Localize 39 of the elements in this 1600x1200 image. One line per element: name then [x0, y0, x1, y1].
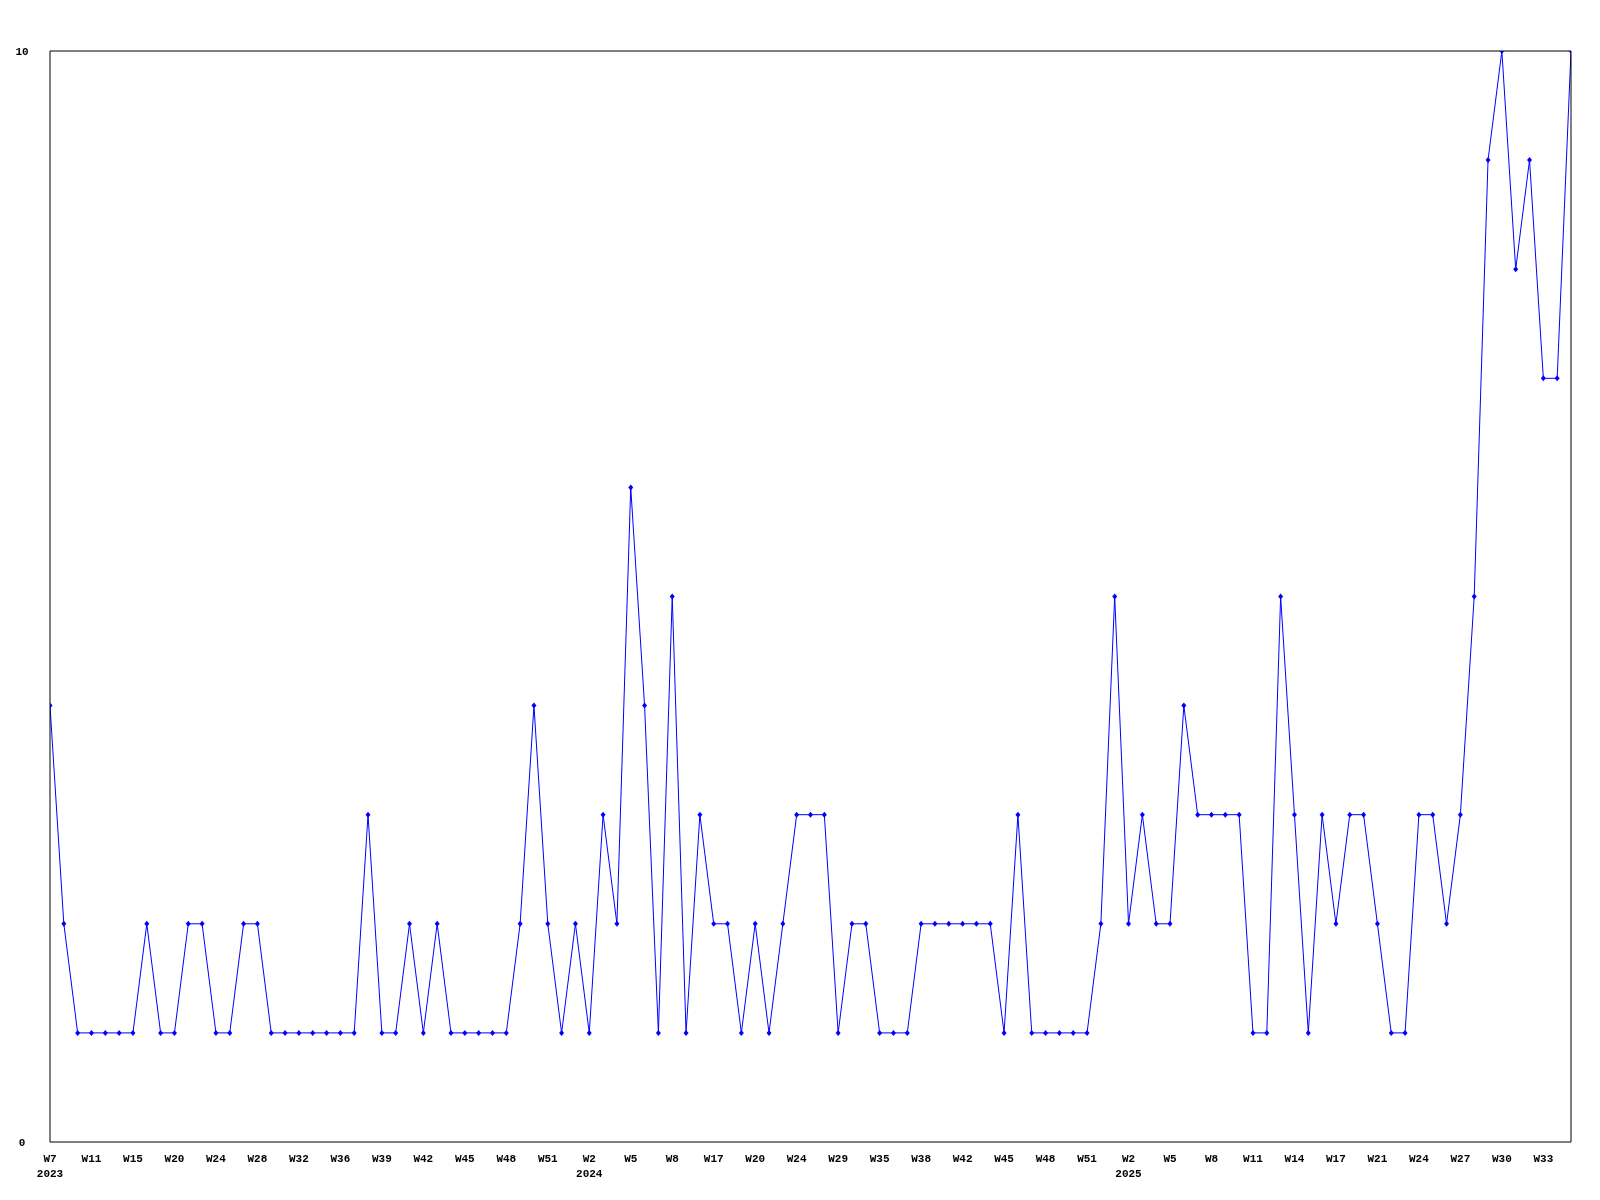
x-tick-label: W5: [1163, 1153, 1178, 1165]
x-tick-label: W24: [206, 1153, 227, 1165]
x-tick-label: W17: [1326, 1153, 1346, 1165]
x-tick-label: W14: [1284, 1153, 1305, 1165]
x-tick-label: W28: [247, 1153, 268, 1165]
x-tick-label: W51: [1077, 1153, 1098, 1165]
x-tick-label: W21: [1367, 1153, 1388, 1165]
x-tick-label: W20: [164, 1153, 185, 1165]
x-tick-label: W45: [994, 1153, 1015, 1165]
x-tick-label: W5: [624, 1153, 638, 1165]
x-tick-label: W17: [703, 1153, 724, 1165]
x-tick-label: W20: [745, 1153, 766, 1165]
y-tick-label: 10: [15, 46, 29, 58]
x-tick-label: W24: [1408, 1153, 1430, 1165]
x-tick-label: W24: [786, 1153, 807, 1165]
x-tick-label: W35: [869, 1153, 890, 1165]
x-tick-label: W39: [371, 1153, 392, 1165]
x-tick-label: W48: [1035, 1153, 1056, 1165]
x-tick-label: W2 2024: [576, 1153, 603, 1180]
x-tick-label: W45: [454, 1153, 476, 1165]
x-tick-label: W51: [537, 1153, 559, 1165]
x-tick-label: W15: [123, 1153, 144, 1165]
x-tick-label: W7 2023: [36, 1153, 64, 1180]
x-tick-label: W42: [413, 1153, 434, 1165]
x-tick-label: W11: [1243, 1153, 1264, 1165]
x-tick-label: W32: [288, 1153, 309, 1165]
x-tick-label: W27: [1450, 1153, 1471, 1165]
x-tick-label: W48: [496, 1153, 517, 1165]
x-tick-label: W8: [665, 1153, 680, 1165]
x-tick-label: W38: [911, 1153, 932, 1165]
y-tick-label: 0: [18, 1137, 26, 1149]
x-tick-label: W11: [81, 1153, 102, 1165]
x-tick-label: W29: [828, 1153, 849, 1165]
x-tick-label: W2 2025: [1115, 1153, 1143, 1180]
x-tick-label: W8: [1204, 1153, 1219, 1165]
x-tick-label: W33: [1533, 1153, 1554, 1165]
x-tick-label: W36: [330, 1153, 351, 1165]
x-tick-label: W42: [952, 1153, 973, 1165]
x-tick-label: W30: [1491, 1153, 1512, 1165]
